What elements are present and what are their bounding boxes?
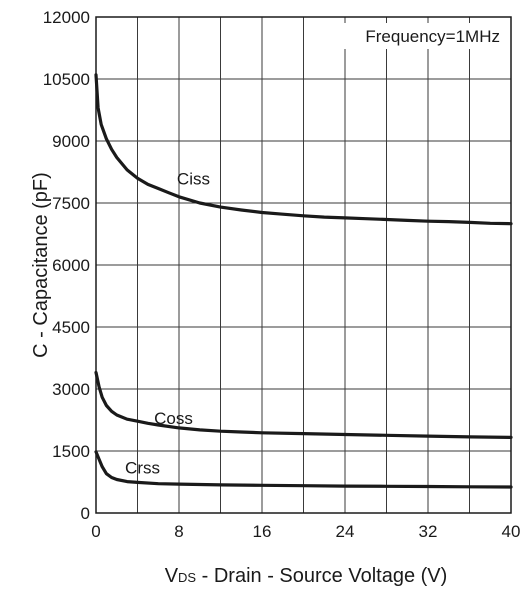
x-tick-labels: 0 8 16 24 32 40: [91, 522, 520, 541]
curve-ciss: [94, 73, 513, 226]
x-axis-label-sub: DS: [178, 570, 196, 585]
y-tick-label: 9000: [52, 132, 90, 151]
frequency-annotation: Frequency=1MHz: [365, 27, 500, 46]
x-tick-label: 24: [336, 522, 355, 541]
x-tick-label: 8: [174, 522, 183, 541]
curve-crss: [94, 450, 513, 489]
x-tick-label: 16: [253, 522, 272, 541]
series-labels: Ciss Coss Crss: [125, 169, 210, 477]
y-tick-label: 10500: [43, 70, 90, 89]
series-label-ciss: Ciss: [177, 169, 210, 188]
series-curves: [94, 73, 513, 489]
x-tick-label: 0: [91, 522, 100, 541]
x-axis-label: VDS - Drain - Source Voltage (V): [165, 565, 448, 587]
x-axis-label-rest: - Drain - Source Voltage (V): [196, 565, 447, 587]
series-label-crss: Crss: [125, 459, 160, 478]
y-tick-label: 1500: [52, 442, 90, 461]
grid: [96, 17, 511, 513]
y-tick-label: 7500: [52, 194, 90, 213]
y-tick-label: 6000: [52, 256, 90, 275]
y-tick-label: 0: [81, 504, 90, 523]
x-axis-label-v: V: [165, 565, 179, 587]
annotation-bg: [321, 23, 508, 49]
y-tick-label: 4500: [52, 318, 90, 337]
y-axis-label: C - Capacitance (pF): [30, 172, 52, 358]
plot-frame: [95, 16, 512, 514]
y-tick-labels: 0 1500 3000 4500 6000 7500 9000 10500 12000: [43, 8, 90, 523]
y-tick-label: 3000: [52, 380, 90, 399]
curve-coss: [94, 370, 513, 439]
x-tick-label: 40: [502, 522, 521, 541]
y-tick-label: 12000: [43, 8, 90, 27]
series-label-coss: Coss: [154, 409, 193, 428]
x-tick-label: 32: [419, 522, 438, 541]
